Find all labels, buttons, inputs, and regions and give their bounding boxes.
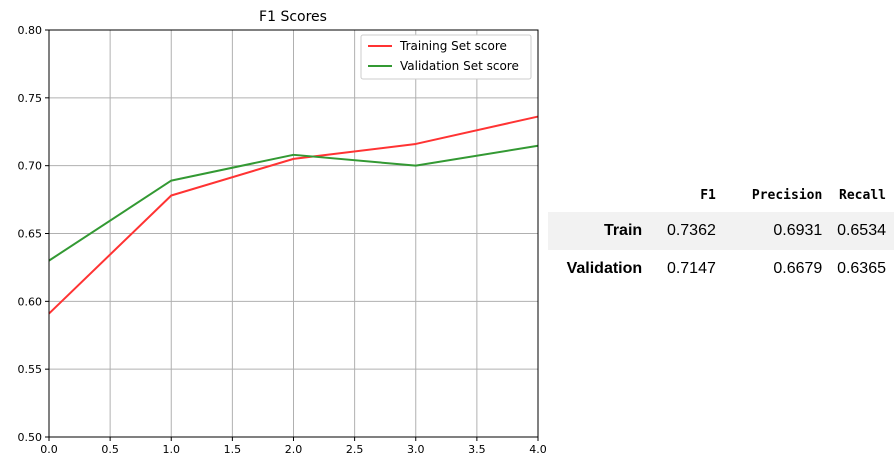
- y-axis-ticks: 0.50 0.55 0.60 0.65 0.70 0.75 0.80: [18, 24, 49, 444]
- table-row: Validation 0.7147 0.6679 0.6365: [548, 250, 894, 288]
- y-tick-label: 0.60: [18, 295, 43, 308]
- cell-precision: 0.6679: [773, 260, 823, 277]
- x-tick-label: 1.0: [163, 443, 181, 456]
- series-line-validation: [48, 144, 539, 262]
- x-tick-label: 1.5: [224, 443, 242, 456]
- x-axis-ticks: 0.0 0.5 1.0 1.5 2.0 2.5 3.0 3.5 4.0: [40, 437, 547, 456]
- cell-f1: 0.7147: [666, 260, 716, 277]
- legend: Training Set score Validation Set score: [360, 34, 532, 80]
- x-tick-label: 2.5: [346, 443, 364, 456]
- header-precision: Precision: [751, 187, 823, 203]
- y-tick-label: 0.50: [18, 431, 43, 444]
- x-tick-label: 3.0: [407, 443, 425, 456]
- y-tick-label: 0.70: [18, 160, 43, 173]
- plot-frame: [48, 29, 539, 438]
- header-f1: F1: [700, 187, 716, 203]
- x-tick-label: 3.5: [468, 443, 486, 456]
- f1-line-chart: F1 Scores 0.0 0.5 1.0 1.5 2.0 2.5 3.0 3.5 4.0 0.…: [18, 9, 547, 456]
- y-tick-label: 0.75: [18, 92, 43, 105]
- row-label: Train: [603, 222, 643, 239]
- table-header-row: F1 Precision Recall: [548, 178, 894, 212]
- y-tick-label: 0.55: [18, 363, 43, 376]
- y-tick-label: 0.80: [18, 24, 43, 37]
- cell-precision: 0.6931: [773, 222, 823, 239]
- y-tick-label: 0.65: [18, 228, 43, 241]
- legend-label-validation: Validation Set score: [400, 59, 519, 73]
- cell-f1: 0.7362: [666, 222, 716, 239]
- x-tick-label: 4.0: [529, 443, 547, 456]
- header-recall: Recall: [839, 187, 886, 203]
- cell-recall: 0.6534: [837, 222, 886, 239]
- grid-lines: [48, 29, 539, 438]
- x-tick-label: 0.0: [40, 443, 58, 456]
- series-line-training: [48, 115, 539, 315]
- cell-recall: 0.6365: [837, 260, 886, 277]
- legend-label-training: Training Set score: [399, 39, 507, 53]
- x-tick-label: 2.0: [285, 443, 303, 456]
- x-tick-label: 0.5: [101, 443, 119, 456]
- legend-box: [360, 34, 532, 80]
- row-label: Validation: [566, 260, 643, 277]
- table-row: Train 0.7362 0.6931 0.6534: [548, 212, 894, 250]
- metrics-table: F1 Precision Recall Train 0.7362 0.6931 …: [548, 178, 894, 288]
- header-corner: [548, 178, 642, 212]
- series-lines: [48, 115, 539, 315]
- chart-title: F1 Scores: [259, 9, 327, 25]
